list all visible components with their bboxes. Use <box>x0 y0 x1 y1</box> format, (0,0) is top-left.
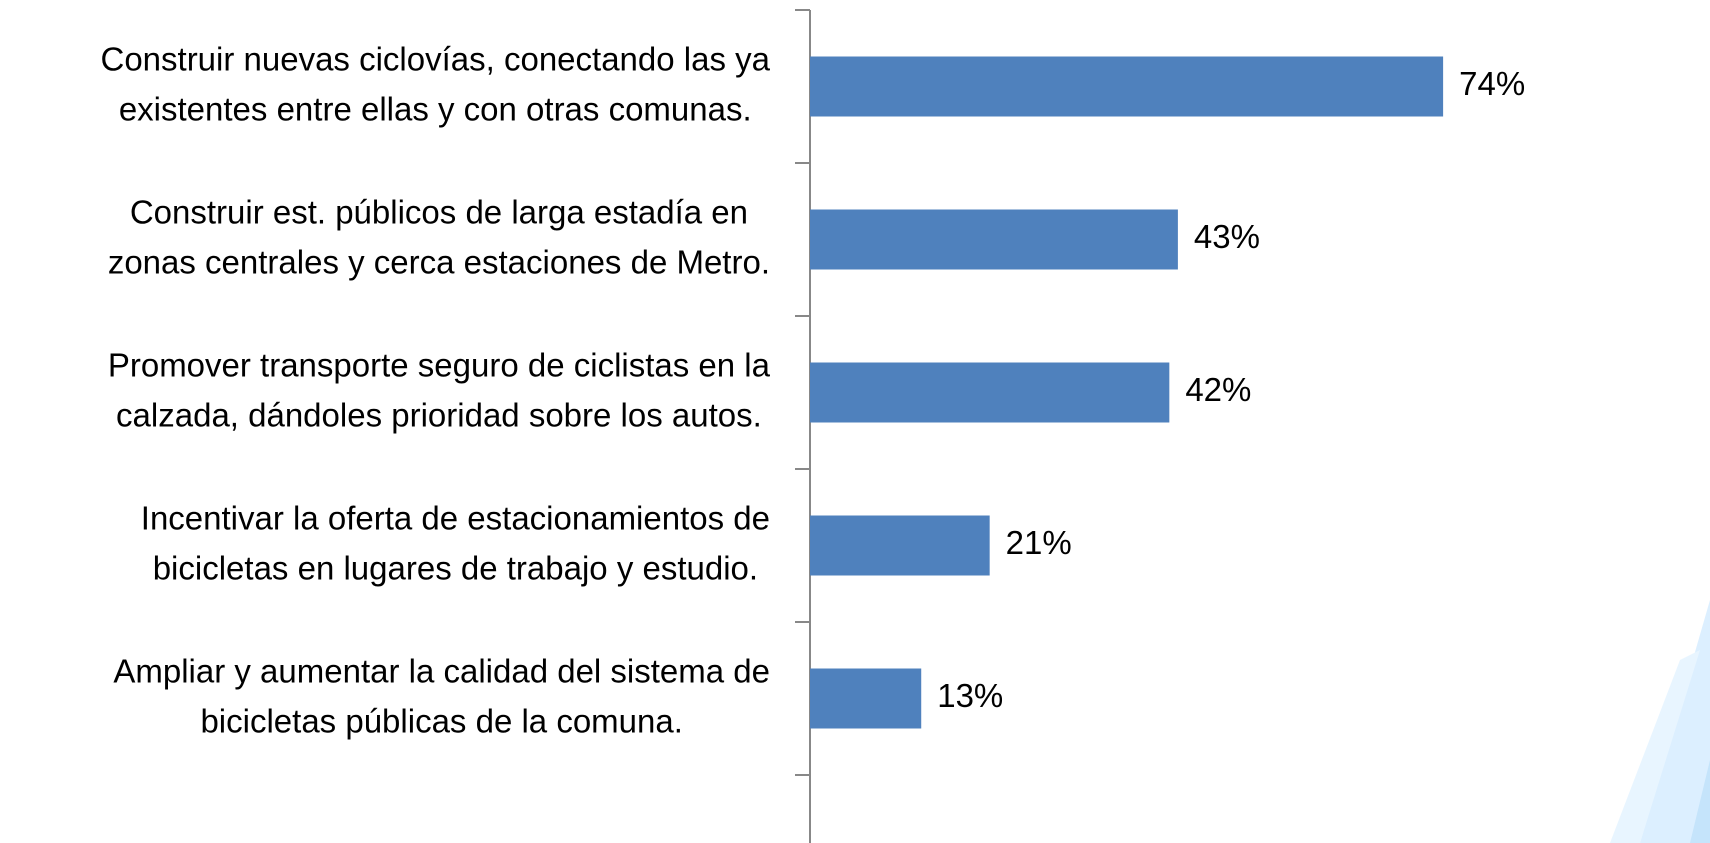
category-label-line: bicicletas en lugares de trabajo y estud… <box>153 549 758 586</box>
category-label: Ampliar y aumentar la calidad del sistem… <box>113 652 770 739</box>
bar <box>810 209 1178 270</box>
bar <box>810 515 990 576</box>
category-label-line: Construir nuevas ciclovías, conectando l… <box>100 40 770 77</box>
bar <box>810 56 1444 117</box>
category-label-line: bicicletas públicas de la comuna. <box>200 702 682 739</box>
value-label: 43% <box>1194 218 1260 255</box>
category-label-line: calzada, dándoles prioridad sobre los au… <box>116 396 762 433</box>
value-label: 21% <box>1006 524 1072 561</box>
bar <box>810 362 1170 423</box>
category-label: Promover transporte seguro de ciclistas … <box>108 346 771 433</box>
category-label-line: Incentivar la oferta de estacionamientos… <box>141 499 770 536</box>
decor-shape <box>1690 760 1710 843</box>
value-label: 42% <box>1185 371 1251 408</box>
decor-shape <box>1610 650 1700 843</box>
category-label: Incentivar la oferta de estacionamientos… <box>141 499 770 586</box>
bar <box>810 668 922 729</box>
category-label-line: zonas centrales y cerca estaciones de Me… <box>108 243 770 280</box>
category-label: Construir nuevas ciclovías, conectando l… <box>100 40 770 127</box>
background-decoration <box>1610 600 1710 843</box>
category-label-line: existentes entre ellas y con otras comun… <box>119 90 752 127</box>
value-label: 13% <box>937 677 1003 714</box>
value-label: 74% <box>1459 65 1525 102</box>
category-label: Construir est. públicos de larga estadía… <box>108 193 770 280</box>
category-label-line: Ampliar y aumentar la calidad del sistem… <box>113 652 770 689</box>
category-label-line: Promover transporte seguro de ciclistas … <box>108 346 771 383</box>
category-label-line: Construir est. públicos de larga estadía… <box>130 193 748 230</box>
